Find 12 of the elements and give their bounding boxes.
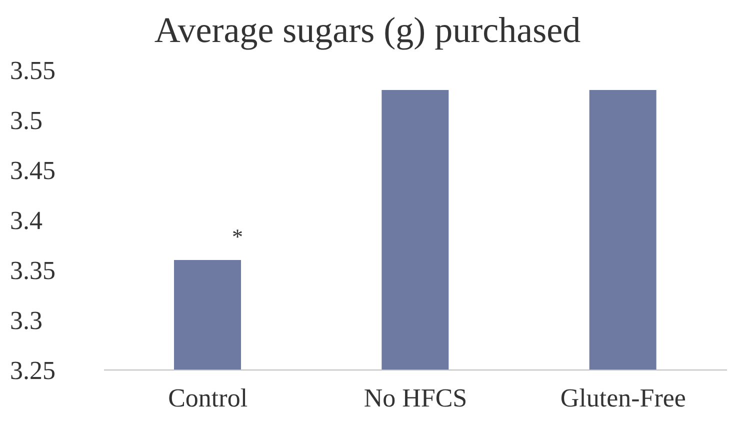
x-tick-label: Gluten-Free [560, 383, 686, 412]
y-tick-label: 3.4 [10, 206, 42, 236]
y-tick-label: 3.55 [10, 56, 56, 86]
chart-title: Average sugars (g) purchased [154, 10, 581, 50]
annotation: * [232, 224, 243, 249]
y-tick-label: 3.5 [10, 106, 42, 136]
y-tick-label: 3.45 [10, 156, 56, 186]
x-tick-label: No HFCS [364, 383, 468, 412]
y-tick-label: 3.35 [10, 256, 56, 286]
y-tick-label: 3.3 [10, 306, 42, 336]
y-tick-label: 3.25 [10, 356, 56, 386]
x-tick-label: Control [168, 383, 248, 412]
